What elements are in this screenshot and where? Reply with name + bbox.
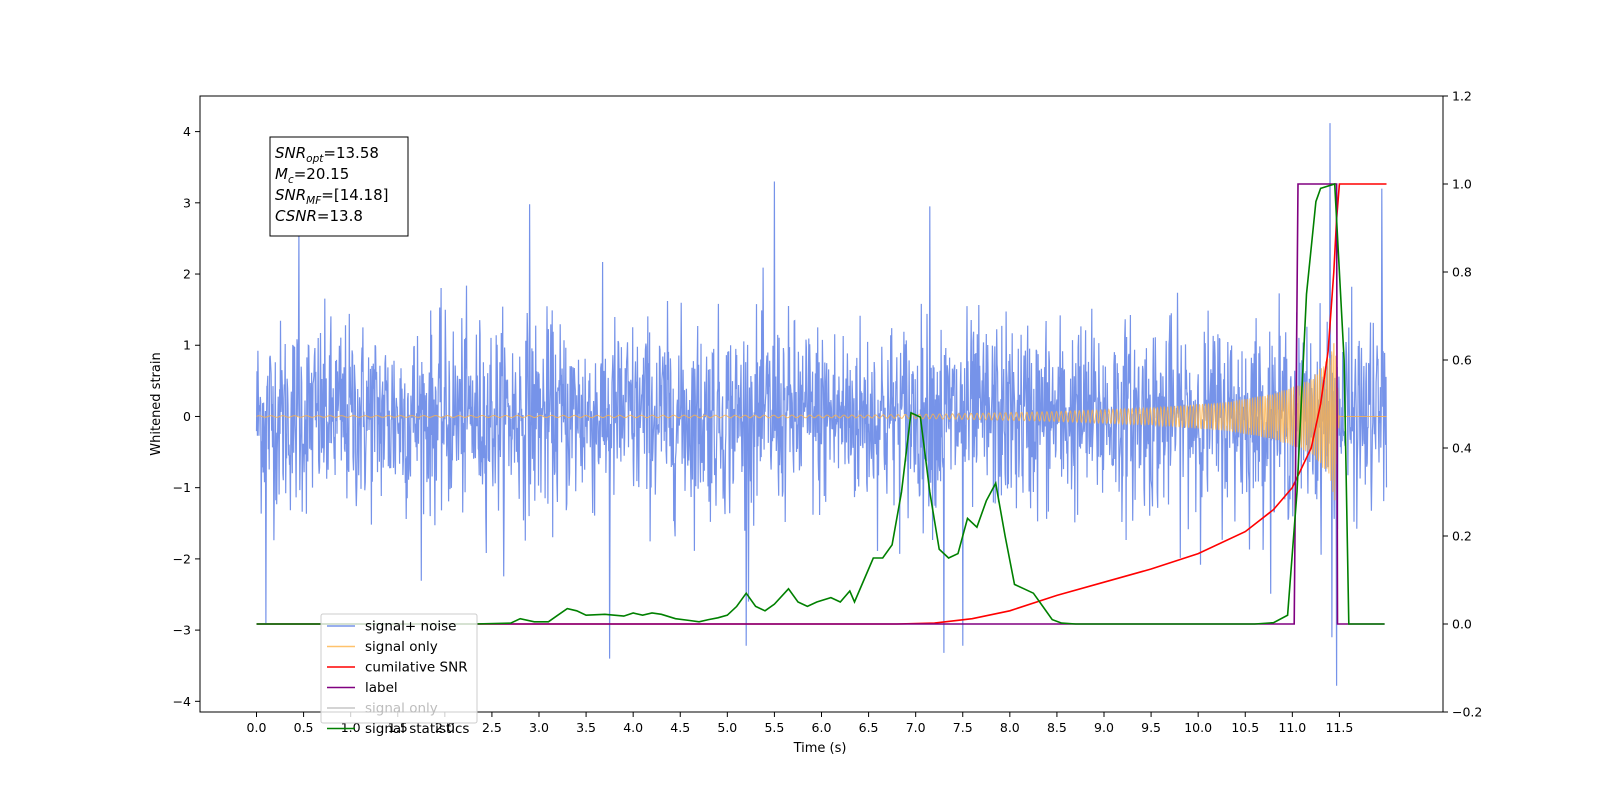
annotation-line: Mc=20.15 bbox=[275, 165, 349, 186]
x-axis: 0.0 0.5 1.0 1.5 2.0 2.5 3.0 3.5 4.0 4.5 5.0 5.5 6.0 6… bbox=[247, 712, 1353, 735]
series-line-signal-only bbox=[256, 343, 1387, 501]
x-tick-label: 5.0 bbox=[717, 720, 737, 735]
legend-label: cumilative SNR bbox=[365, 660, 468, 676]
x-tick-label: 11.0 bbox=[1278, 720, 1306, 735]
y2-tick-label: 1.0 bbox=[1452, 177, 1472, 192]
y2-tick-label: 0.6 bbox=[1452, 353, 1472, 368]
x-tick-label: 3.5 bbox=[576, 720, 596, 735]
x-tick-label: 0.0 bbox=[247, 720, 267, 735]
y-tick-label: −4 bbox=[173, 694, 191, 709]
y-tick-label: 1 bbox=[183, 338, 191, 353]
x-tick-label: 4.5 bbox=[670, 720, 690, 735]
x-tick-label: 7.5 bbox=[953, 720, 973, 735]
x-tick-label: 9.5 bbox=[1141, 720, 1161, 735]
legend: signal+ noise signal only cumilative SNR la… bbox=[320, 613, 478, 737]
x-tick-label: 5.5 bbox=[764, 720, 784, 735]
annotation-line: CSNR=13.8 bbox=[275, 207, 363, 225]
legend-label: label bbox=[365, 680, 398, 696]
y-tick-label: 4 bbox=[183, 124, 191, 139]
y-axis-left: 4 3 2 1 0 −1 −2 −3 −4 bbox=[173, 124, 200, 709]
y-tick-label: −2 bbox=[173, 551, 191, 566]
y2-tick-label: 0.0 bbox=[1452, 617, 1472, 632]
series-line-cumilative-snr bbox=[256, 183, 1387, 625]
x-tick-label: 11.5 bbox=[1325, 720, 1353, 735]
x-tick-label: 3.0 bbox=[529, 720, 549, 735]
series-line-signal-noise bbox=[255, 123, 1388, 686]
annotation-line: SNRopt=13.58 bbox=[275, 144, 379, 165]
legend-frame bbox=[320, 613, 478, 724]
legend-label: signal+ noise bbox=[365, 619, 456, 635]
y-tick-label: 2 bbox=[183, 267, 191, 282]
x-tick-label: 0.5 bbox=[294, 720, 314, 735]
y-axis-label: Whitened strain bbox=[149, 352, 164, 455]
annotation-box: SNRopt=13.58Mc=20.15SNRMF=[14.18]CSNR=13… bbox=[269, 136, 409, 237]
x-tick-label: 6.5 bbox=[859, 720, 879, 735]
x-tick-label: 10.5 bbox=[1231, 720, 1259, 735]
y-tick-label: −3 bbox=[173, 623, 191, 638]
legend-label: signal only bbox=[365, 701, 438, 717]
y-tick-label: −1 bbox=[173, 480, 191, 495]
y2-tick-label: 0.8 bbox=[1452, 265, 1472, 280]
y-tick-label: 3 bbox=[183, 195, 191, 210]
x-tick-label: 4.0 bbox=[623, 720, 643, 735]
series-line-signal-statistics bbox=[256, 182, 1385, 625]
x-tick-label: 10.0 bbox=[1184, 720, 1212, 735]
x-tick-label: 2.5 bbox=[482, 720, 502, 735]
x-tick-label: 2.0 bbox=[435, 720, 455, 735]
series-layer bbox=[255, 123, 1388, 686]
y2-tick-label: 0.2 bbox=[1452, 529, 1472, 544]
y-axis-right: 1.2 1.0 0.8 0.6 0.4 0.2 0.0 −0.2 bbox=[1443, 89, 1482, 720]
x-tick-label: 8.0 bbox=[1000, 720, 1020, 735]
annotation-frame bbox=[269, 136, 409, 237]
x-axis-label: Time (s) bbox=[793, 741, 847, 756]
annotation-line: SNRMF=[14.18] bbox=[275, 186, 389, 207]
x-tick-label: 1.5 bbox=[388, 720, 408, 735]
y2-tick-label: 1.2 bbox=[1452, 89, 1472, 104]
y2-tick-label: 0.4 bbox=[1452, 441, 1472, 456]
x-tick-label: 7.0 bbox=[906, 720, 926, 735]
x-tick-label: 6.0 bbox=[812, 720, 832, 735]
x-tick-label: 9.0 bbox=[1094, 720, 1114, 735]
y2-tick-label: −0.2 bbox=[1452, 705, 1482, 720]
legend-label: signal only bbox=[365, 639, 438, 655]
x-tick-label: 8.5 bbox=[1047, 720, 1067, 735]
y-tick-label: 0 bbox=[183, 409, 191, 424]
x-tick-label: 1.0 bbox=[341, 720, 361, 735]
legend-label: signal statistics bbox=[365, 721, 469, 737]
